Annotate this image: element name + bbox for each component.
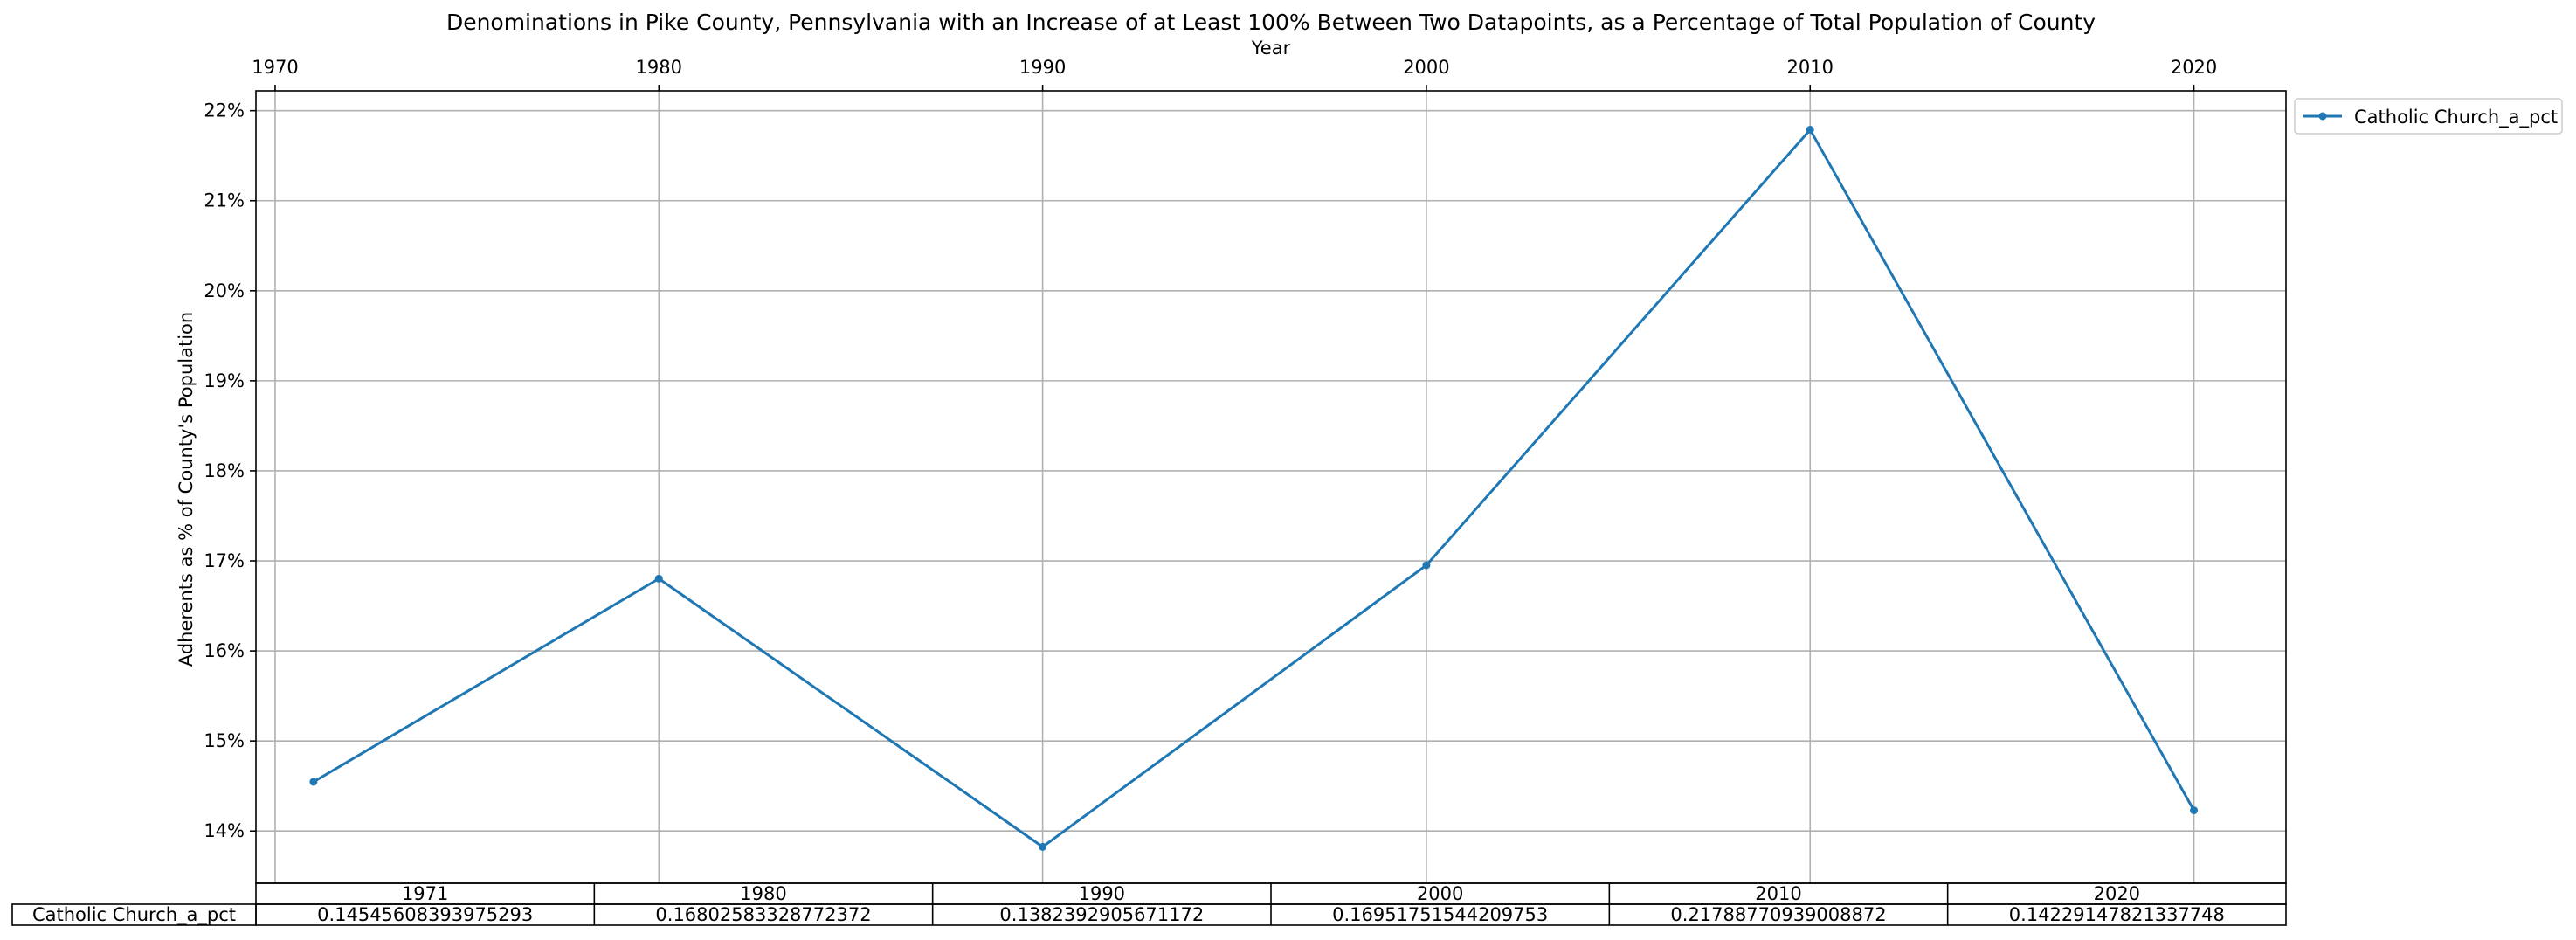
series-layer <box>309 125 2199 851</box>
y-tick-label: 15% <box>204 730 245 751</box>
x-tick-label: 2010 <box>1787 57 1834 78</box>
y-tick-label: 21% <box>204 190 245 211</box>
y-tick-label: 18% <box>204 460 245 481</box>
data-point <box>1422 561 1431 570</box>
data-point <box>654 574 663 583</box>
table-column-label: 2020 <box>2094 883 2140 904</box>
x-tick-label: 2000 <box>1403 57 1449 78</box>
table-column-label: 1990 <box>1079 883 1125 904</box>
table-column-label: 2000 <box>1417 883 1463 904</box>
legend-point-marker <box>2318 112 2327 121</box>
x-tick-label: 1970 <box>252 57 298 78</box>
data-point <box>1806 125 1814 134</box>
y-tick-label: 22% <box>204 100 245 121</box>
plot-frame <box>255 90 2287 884</box>
table-row-label: Catholic Church_a_pct <box>32 904 236 926</box>
y-tick-label: 16% <box>204 640 245 661</box>
legend-entry-label: Catholic Church_a_pct <box>2354 107 2558 128</box>
legend: Catholic Church_a_pct <box>2294 98 2563 135</box>
y-axis-title: Adherents as % of County's Population <box>176 312 197 667</box>
data-point <box>2190 806 2199 815</box>
x-tick-label: 1980 <box>636 57 682 78</box>
x-tick-label: 2020 <box>2171 57 2217 78</box>
y-tick-label: 17% <box>204 550 245 571</box>
table-cell: 0.21788770939008872 <box>1670 904 1886 925</box>
chart-title: Denominations in Pike County, Pennsylvan… <box>446 10 2096 35</box>
legend-frame <box>2294 98 2563 135</box>
table-cell: 0.16951751544209753 <box>1332 904 1548 925</box>
y-tick-label: 14% <box>204 820 245 841</box>
grid-lines <box>256 91 2286 883</box>
table-column-label: 2010 <box>1755 883 1801 904</box>
table-column-label: 1980 <box>740 883 786 904</box>
data-point <box>309 778 318 786</box>
y-tick-label: 20% <box>204 280 245 301</box>
table-cell: 0.14229147821337748 <box>2009 904 2225 925</box>
table-cell: 0.16802583328772372 <box>655 904 871 925</box>
x-tick-label: 1990 <box>1019 57 1066 78</box>
data-table: 1971 1980 1990 2000 2010 2020 Catholic Church_… <box>11 882 2287 926</box>
table-cell: 0.1382392905671172 <box>999 904 1204 925</box>
table-column-label: 1971 <box>402 883 448 904</box>
series-line <box>313 128 2195 848</box>
table-cell: 0.14545608393975293 <box>317 904 533 925</box>
y-tick-label: 19% <box>204 370 245 391</box>
x-axis-title: Year <box>1251 38 1291 59</box>
data-point <box>1039 842 1047 851</box>
axis-ticks: 1970 1980 1990 2000 2010 2020 14% 15% 16% 17% 18% 1… <box>204 57 2217 841</box>
